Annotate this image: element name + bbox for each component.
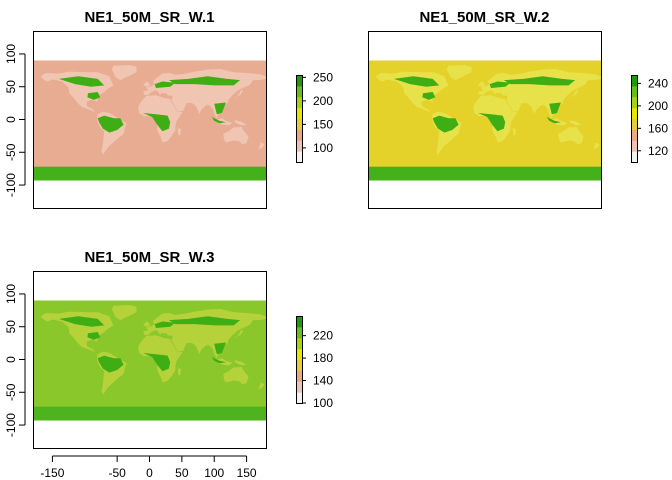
y-tick-label: -50 bbox=[4, 143, 18, 161]
legend-tick-label: 200 bbox=[313, 94, 333, 108]
legend-color-step bbox=[631, 140, 637, 152]
antarctica-band bbox=[33, 406, 266, 419]
map-panel-3: NE1_50M_SR_W.3 -100 -50 0 50 100 -150 -50 0 50 100… bbox=[4, 249, 333, 480]
map-panel-2: NE1_50M_SR_W.2 120 160 200 240 bbox=[368, 9, 668, 209]
map-panel-1: NE1_50M_SR_W.1 -100 -50 0 50 100 100 150 200 250 bbox=[4, 9, 333, 209]
legend-color-step bbox=[296, 381, 302, 393]
legend-color-step bbox=[296, 151, 302, 163]
legend-frame bbox=[296, 316, 303, 404]
legend-tick-label: 140 bbox=[313, 374, 333, 388]
legend-color-step bbox=[296, 129, 302, 141]
x-tick-label: 150 bbox=[237, 466, 257, 480]
legend-color-step bbox=[296, 85, 302, 98]
legend-colorbar: 120 160 200 240 bbox=[631, 75, 668, 163]
legend-tick-label: 250 bbox=[313, 70, 333, 84]
legend-tick-label: 180 bbox=[313, 351, 333, 365]
x-tick-label: 50 bbox=[175, 466, 189, 480]
legend-tick-label: 100 bbox=[313, 396, 333, 410]
legend-color-step bbox=[631, 96, 637, 109]
legend-frame bbox=[296, 75, 303, 163]
legend-color-step bbox=[296, 316, 302, 328]
legend-color-step bbox=[631, 107, 637, 119]
legend-tick-label: 240 bbox=[648, 76, 668, 90]
panel-title: NE1_50M_SR_W.2 bbox=[419, 9, 549, 26]
legend-tick-label: 220 bbox=[313, 329, 333, 343]
x-tick-label: 0 bbox=[146, 466, 153, 480]
antarctica-band bbox=[33, 166, 266, 179]
y-tick-label: 50 bbox=[4, 80, 18, 94]
legend-color-step bbox=[631, 85, 637, 98]
south-edge bbox=[33, 178, 266, 181]
y-tick-label: 0 bbox=[4, 116, 18, 123]
legend-color-step bbox=[296, 107, 302, 119]
legend-color-step bbox=[631, 75, 637, 87]
legend-color-step bbox=[631, 118, 637, 130]
legend-tick-label: 160 bbox=[648, 121, 668, 135]
y-tick-label: -100 bbox=[4, 173, 18, 197]
legend-tick-label: 200 bbox=[648, 99, 668, 113]
plot-frame bbox=[33, 31, 267, 209]
legend-tick-label: 120 bbox=[648, 144, 668, 158]
y-tick-label: -50 bbox=[4, 383, 18, 401]
legend-color-step bbox=[296, 326, 302, 339]
plot-frame bbox=[368, 31, 602, 209]
y-tick-label: -100 bbox=[4, 413, 18, 437]
plot-frame bbox=[33, 271, 267, 449]
legend-color-step bbox=[631, 129, 637, 141]
legend-tick-label: 150 bbox=[313, 117, 333, 131]
south-edge bbox=[33, 418, 266, 421]
legend-colorbar: 100 140 180 220 bbox=[296, 316, 333, 410]
legend-tick-label: 100 bbox=[313, 141, 333, 155]
y-tick-label: 50 bbox=[4, 320, 18, 334]
legend-color-step bbox=[296, 140, 302, 152]
y-tick-label: 100 bbox=[4, 284, 18, 304]
antarctica-band bbox=[368, 166, 601, 179]
legend-color-step bbox=[296, 75, 302, 87]
legend-color-step bbox=[296, 96, 302, 109]
panel-title: NE1_50M_SR_W.3 bbox=[84, 249, 214, 266]
panel-title: NE1_50M_SR_W.1 bbox=[84, 9, 214, 26]
legend-colorbar: 100 150 200 250 bbox=[296, 70, 333, 163]
legend-color-step bbox=[296, 370, 302, 382]
south-edge bbox=[368, 178, 601, 181]
y-tick-label: 100 bbox=[4, 44, 18, 64]
legend-color-step bbox=[296, 118, 302, 130]
legend-color-step bbox=[296, 392, 302, 404]
legend-color-step bbox=[296, 337, 302, 350]
y-tick-label: 0 bbox=[4, 356, 18, 363]
legend-frame bbox=[631, 75, 638, 163]
x-tick-label: 100 bbox=[204, 466, 224, 480]
x-tick-label: -50 bbox=[108, 466, 126, 480]
x-tick-label: -150 bbox=[40, 466, 64, 480]
legend-color-step bbox=[296, 348, 302, 360]
legend-color-step bbox=[631, 151, 637, 163]
legend-color-step bbox=[296, 359, 302, 371]
